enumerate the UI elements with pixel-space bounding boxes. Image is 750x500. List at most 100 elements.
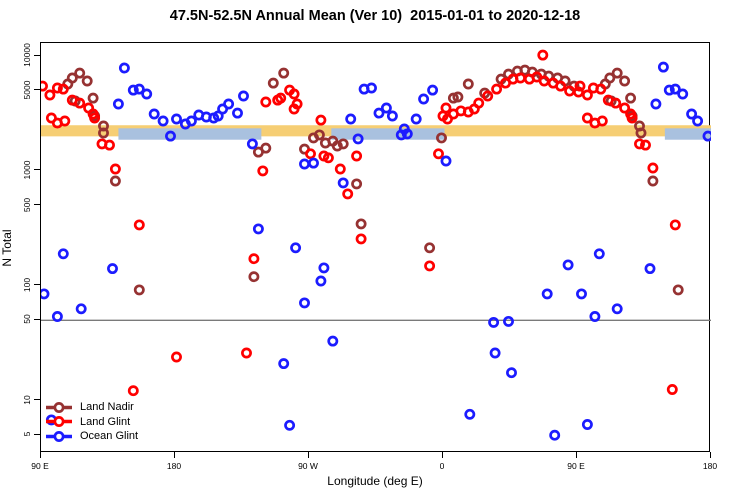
data-point-land-glint	[440, 102, 452, 114]
data-point-land-glint	[275, 92, 287, 104]
chart-title: 47.5N-52.5N Annual Mean (Ver 10) 2015-01…	[169, 8, 581, 24]
blue-reference-band	[664, 128, 711, 140]
data-point-land-glint	[51, 82, 63, 94]
data-point-land-glint	[581, 112, 593, 124]
data-point-land-glint	[59, 115, 71, 127]
data-point-land-nadir	[351, 178, 363, 190]
data-point-ocean-glint	[299, 158, 310, 170]
data-point-land-glint	[351, 150, 363, 162]
data-point-land-glint	[127, 385, 139, 397]
land-glint-marker-icon	[46, 416, 72, 428]
data-point-land-glint	[355, 233, 367, 245]
y-tick-mark	[34, 204, 40, 205]
data-point-land-glint	[669, 219, 681, 231]
data-point-land-nadir	[355, 218, 367, 230]
data-point-land-nadir	[81, 75, 93, 87]
data-point-ocean-glint	[345, 113, 357, 125]
data-point-land-nadir	[74, 67, 86, 79]
data-point-land-nadir	[619, 75, 631, 87]
data-point-land-nadir	[647, 175, 659, 187]
x-tick-label: 0	[439, 461, 445, 471]
legend: Land Nadir Land Glint Ocean Glint	[44, 400, 138, 444]
data-point-ocean-glint	[562, 259, 574, 271]
legend-label: Land Nadir	[80, 401, 134, 414]
x-tick-label: 90 E	[31, 461, 49, 471]
data-point-land-glint	[133, 219, 145, 231]
data-point-ocean-glint	[75, 303, 87, 315]
data-point-ocean-glint	[702, 130, 711, 142]
data-point-land-nadir	[436, 132, 447, 144]
data-point-ocean-glint	[133, 83, 145, 95]
data-point-ocean-glint	[576, 288, 587, 300]
data-point-ocean-glint	[692, 115, 704, 127]
data-point-ocean-glint	[644, 263, 656, 275]
data-point-land-glint	[634, 138, 645, 150]
data-point-land-glint	[574, 80, 586, 92]
ocean-glint-marker-icon	[46, 431, 72, 442]
data-point-ocean-glint	[589, 311, 601, 322]
data-point-ocean-glint	[503, 315, 514, 327]
x-tick-label: 90 W	[298, 461, 318, 471]
data-point-land-glint	[564, 85, 576, 97]
data-point-land-glint	[433, 148, 444, 160]
data-point-land-glint	[74, 97, 86, 109]
data-point-land-nadir	[98, 127, 109, 139]
data-point-land-glint	[514, 72, 526, 84]
legend-item-land-nadir: Land Nadir	[44, 400, 138, 415]
data-point-land-glint	[424, 260, 436, 272]
data-point-ocean-glint	[373, 107, 385, 119]
data-point-ocean-glint	[352, 133, 364, 145]
data-point-ocean-glint	[318, 262, 330, 274]
data-point-ocean-glint	[686, 108, 698, 120]
data-point-ocean-glint	[127, 84, 139, 96]
data-point-land-glint	[619, 102, 631, 114]
blue-reference-band	[118, 128, 262, 140]
data-point-ocean-glint	[489, 347, 501, 359]
data-point-ocean-glint	[611, 303, 623, 315]
plot-area	[40, 42, 711, 452]
data-point-land-glint	[596, 115, 608, 127]
legend-item-land-glint: Land Glint	[44, 415, 138, 430]
data-point-ocean-glint	[386, 110, 398, 122]
x-tick-label: 180	[702, 461, 718, 471]
y-tick-mark	[34, 54, 40, 56]
data-point-land-nadir	[260, 142, 272, 154]
data-point-land-nadir	[462, 78, 474, 90]
data-point-land-glint	[288, 103, 300, 115]
y-tick-mark	[34, 284, 40, 286]
data-point-land-glint	[315, 114, 327, 126]
data-point-land-glint	[248, 253, 260, 265]
x-tick-mark	[709, 452, 711, 458]
data-point-ocean-glint	[488, 316, 500, 328]
data-point-land-glint	[342, 188, 354, 200]
data-point-ocean-glint	[418, 93, 430, 105]
data-point-ocean-glint	[238, 90, 249, 102]
data-point-ocean-glint	[112, 98, 124, 110]
data-point-ocean-glint	[464, 408, 476, 420]
data-point-ocean-glint	[366, 82, 377, 94]
data-point-land-nadir	[424, 242, 436, 254]
data-point-ocean-glint	[315, 275, 327, 287]
data-point-ocean-glint	[410, 113, 422, 125]
data-point-land-nadir	[337, 138, 349, 150]
blue-reference-band	[331, 128, 445, 140]
data-point-land-glint	[626, 112, 638, 124]
data-point-ocean-glint	[252, 223, 264, 235]
data-point-land-nadir	[267, 77, 279, 89]
data-point-land-nadir	[87, 92, 99, 104]
data-point-land-nadir	[611, 67, 623, 79]
data-point-land-nadir	[672, 284, 684, 296]
data-point-land-glint	[640, 139, 651, 151]
data-point-land-glint	[109, 163, 121, 175]
scatter-canvas	[41, 49, 711, 441]
data-point-ocean-glint	[427, 84, 439, 96]
data-point-land-glint	[537, 49, 549, 61]
y-tick-label: 5	[22, 431, 32, 437]
data-point-ocean-glint	[290, 242, 302, 254]
data-point-land-glint	[41, 80, 48, 92]
legend-label: Ocean Glint	[80, 430, 139, 443]
x-tick-label: 90 E	[567, 461, 585, 471]
data-point-land-glint	[666, 384, 678, 395]
data-point-ocean-glint	[246, 138, 258, 150]
